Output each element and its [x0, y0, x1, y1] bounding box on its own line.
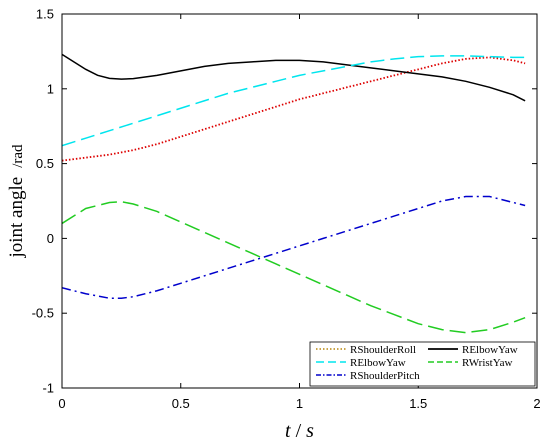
y-tick-label: -0.5 — [32, 306, 54, 321]
x-tick-label: 0 — [58, 396, 65, 411]
x-tick-label: 0.5 — [172, 396, 190, 411]
legend-box — [309, 341, 536, 387]
x-tick-label: 2 — [533, 396, 540, 411]
legend-label-1: RElbowYaw — [462, 344, 518, 356]
series-line-rwristyaw-3 — [62, 200, 526, 334]
series-line-relbowyaw-2 — [62, 55, 526, 147]
legend-label-2: RElbowYaw — [350, 357, 406, 369]
x-axis-label-s: s — [306, 420, 314, 442]
series-line-relbowyaw-1 — [62, 53, 526, 102]
y-axis-label: joint angle /rad — [6, 144, 27, 259]
x-axis-label-sep: / — [296, 420, 302, 442]
plot-area-frame — [61, 13, 538, 389]
x-tick-label: 1 — [296, 396, 303, 411]
series-layer — [62, 53, 526, 334]
y-tick-label: 1.5 — [36, 7, 54, 22]
y-axis-label-unit: /rad — [10, 144, 26, 168]
ticks-layer: 0 0.5 1 1.5 2 -1 -0.5 0 0.5 1 1.5 — [32, 7, 541, 412]
y-axis-label-main: joint angle — [6, 177, 27, 259]
legend-label-0: RShoulderRoll — [350, 344, 416, 356]
y-tick-label: 1 — [47, 81, 54, 96]
series-line-rshoulderroll-0 — [62, 56, 526, 162]
x-axis-label-t: t — [285, 420, 291, 442]
series-line-rshoulderpitch-4 — [62, 195, 526, 299]
legend-label-4: RShoulderPitch — [350, 370, 420, 382]
y-tick-label: -1 — [42, 381, 54, 396]
y-tick-label: 0.5 — [36, 156, 54, 171]
y-tick-label: 0 — [47, 231, 54, 246]
x-axis-label: t / s — [285, 420, 314, 442]
legend-label-3: RWristYaw — [462, 357, 512, 369]
x-tick-label: 1.5 — [409, 396, 427, 411]
